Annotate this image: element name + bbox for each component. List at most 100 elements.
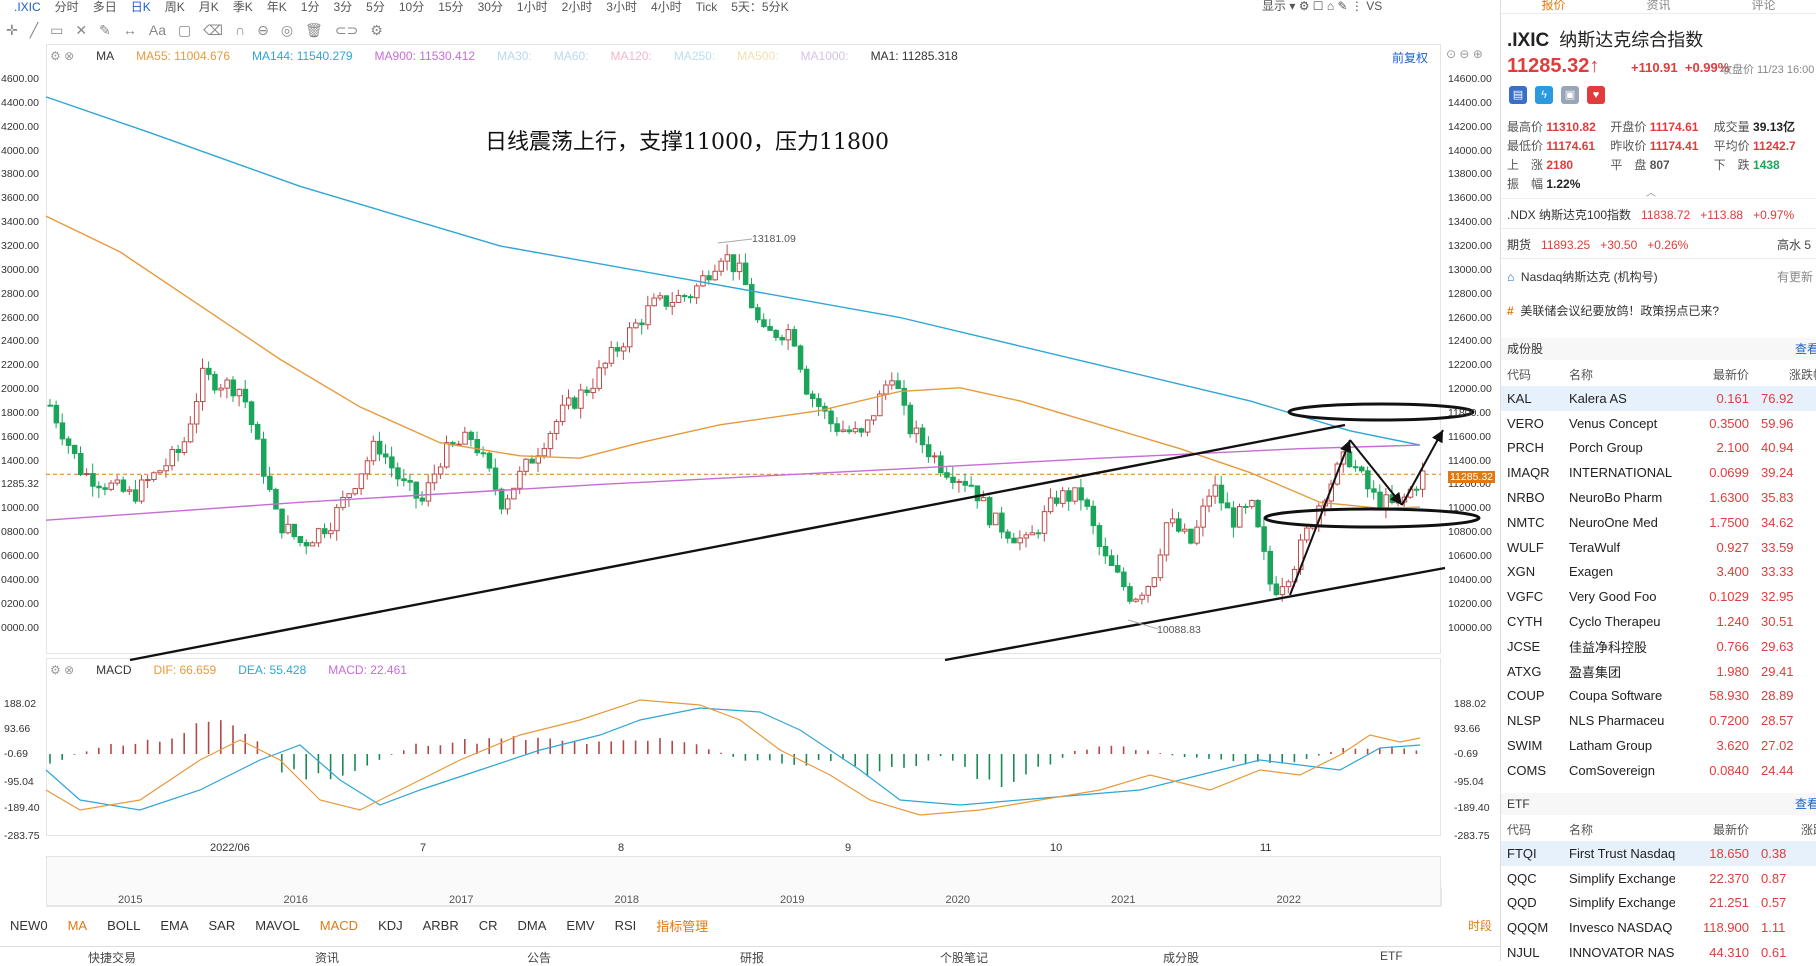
column-header[interactable]: 涨跌 [1800, 822, 1816, 837]
macd-panel[interactable] [46, 658, 1441, 836]
period-tab[interactable]: 日K [130, 0, 151, 14]
bottom-tab[interactable]: 资讯 [315, 951, 340, 965]
candlestick-panel[interactable] [46, 44, 1441, 654]
bottom-tab[interactable]: ETF [1380, 949, 1403, 963]
lock-icon[interactable]: ⊖ [257, 21, 269, 38]
lightning-icon[interactable]: ϟ [1535, 86, 1553, 104]
ndx-row[interactable]: .NDX 纳斯达克100指数 11838.72 +113.88 +0.97% [1507, 206, 1794, 223]
column-header[interactable]: 名称 [1569, 822, 1594, 837]
link-icon[interactable]: ⊂⊃ [334, 21, 359, 38]
table-row[interactable]: XGN Exagen 3.400 33.33 [1501, 560, 1816, 585]
text-tool-icon[interactable]: Aa [148, 22, 166, 38]
table-row[interactable]: NMTC NeuroOne Med 1.7500 34.62 [1501, 510, 1816, 535]
trend-drawings[interactable] [129, 402, 1481, 662]
gear-icon[interactable]: ⚙ ⊗ [50, 663, 75, 677]
magnet-icon[interactable]: ∩ [235, 22, 246, 38]
etf-more[interactable]: 查看 [1794, 797, 1816, 811]
comment-tool-icon[interactable]: ▢ [178, 21, 192, 38]
table-row[interactable]: ATXG 盈喜集团 1.980 29.41 [1501, 659, 1816, 684]
arrow-tool-icon[interactable]: ↔ [122, 22, 137, 38]
indicator-tab[interactable]: NEW0 [10, 917, 48, 933]
period-tab[interactable]: Tick [695, 0, 718, 14]
column-header[interactable]: 代码 [1507, 367, 1532, 382]
table-row[interactable]: IMAQR INTERNATIONAL 0.0699 39.24 [1501, 460, 1816, 485]
annotation-text[interactable]: 日线震荡上行，支撑11000，压力11800 [485, 130, 889, 155]
indicator-tab[interactable]: KDJ [378, 917, 403, 933]
collapse-icon[interactable]: ︿ [1646, 188, 1656, 199]
doc-icon[interactable]: ▣ [1561, 86, 1579, 104]
indicator-tab[interactable]: EMV [566, 917, 595, 933]
indicator-tab[interactable]: MA [67, 917, 88, 933]
news-title[interactable]: 美联储会议纪要放鸽！政策拐点已来? [1520, 304, 1720, 318]
overview-navigator[interactable] [46, 856, 1441, 906]
period-tab[interactable]: 1分 [300, 0, 320, 14]
period-tab[interactable]: 4小时 [650, 0, 682, 14]
table-row[interactable]: SWIM Latham Group 3.620 27.02 [1501, 733, 1816, 758]
bottom-tab[interactable]: 成分股 [1163, 951, 1200, 965]
table-row[interactable]: KAL Kalera AS 0.161 76.92 [1501, 386, 1816, 411]
indicator-tab[interactable]: CR [478, 917, 498, 933]
period-tab[interactable]: 多日 [92, 0, 117, 14]
crosshair-icon[interactable]: ✛ [6, 21, 18, 38]
institution-row[interactable]: ⌂ Nasdaq纳斯达克 (机构号) 有更新 [1507, 268, 1813, 285]
indicator-tab[interactable]: MACD [319, 917, 359, 933]
shape-tool-icon[interactable]: ▭ [50, 21, 64, 38]
period-tab[interactable]: 年K [266, 0, 287, 14]
ma-label[interactable]: MA [96, 49, 115, 63]
table-row[interactable]: QQD Simplify Exchange 21.251 0.57 [1501, 891, 1816, 916]
table-row[interactable]: JCSE 佳益净科控股 0.766 29.63 [1501, 634, 1816, 659]
vs-button[interactable]: VS [1366, 0, 1383, 13]
display-menu[interactable]: 显示 ▾ ⚙ ☐ ⌂ ✎ ⋮ VS [1262, 0, 1383, 13]
flag-icon[interactable]: ▤ [1509, 86, 1527, 104]
table-row[interactable]: COMS ComSovereign 0.0840 24.44 [1501, 758, 1816, 783]
fib-tool-icon[interactable]: ✕ [75, 21, 88, 38]
table-row[interactable]: VGFC Very Good Foo 0.1029 32.95 [1501, 584, 1816, 609]
eye-icon[interactable]: ◎ [280, 21, 294, 38]
time-period-button[interactable]: 时段 [1468, 919, 1493, 933]
quote-tab[interactable]: 报价 [1541, 0, 1566, 12]
column-header[interactable]: 最新价 [1712, 367, 1749, 382]
inst-more[interactable]: 有更新 [1777, 270, 1814, 284]
heart-icon[interactable]: ♥ [1587, 86, 1605, 104]
table-row[interactable]: COUP Coupa Software 58.930 28.89 [1501, 684, 1816, 709]
table-row[interactable]: PRCH Porch Group 2.100 40.94 [1501, 436, 1816, 461]
period-tab[interactable]: 2小时 [561, 0, 593, 14]
indicator-tab[interactable]: ARBR [422, 917, 459, 933]
indicator-manage-button[interactable]: 指标管理 [656, 918, 709, 934]
period-tab[interactable]: 分时 [54, 0, 79, 14]
bottom-tab[interactable]: 快捷交易 [88, 951, 137, 965]
bottom-tab[interactable]: 个股笔记 [940, 951, 989, 965]
indicator-tab[interactable]: RSI [614, 917, 637, 933]
display-label[interactable]: 显示 [1262, 0, 1287, 13]
bottom-tab[interactable]: 研报 [740, 951, 765, 965]
line-tool-icon[interactable]: ╱ [29, 21, 39, 38]
period-tab[interactable]: 月K [198, 0, 219, 14]
table-row[interactable]: VERO Venus Concept 0.3500 59.96 [1501, 411, 1816, 436]
period-tab[interactable]: 10分 [398, 0, 425, 14]
settings-icon[interactable]: ⚙ [370, 21, 383, 38]
table-row[interactable]: NJUL INNOVATOR NAS 44.310 0.61 [1501, 940, 1816, 961]
table-row[interactable]: FTQI First Trust Nasdaq 18.650 0.38 [1501, 841, 1816, 866]
quote-tab[interactable]: 资讯 [1646, 0, 1671, 12]
indicator-tab[interactable]: DMA [517, 917, 547, 933]
news-row[interactable]: # 美联储会议纪要放鸽！政策拐点已来? [1507, 302, 1719, 319]
zoom-icons[interactable]: ⊙ ⊖ ⊕ [1446, 47, 1483, 61]
quote-tab[interactable]: 评论 [1751, 0, 1776, 12]
period-tab[interactable]: 季K [232, 0, 253, 14]
futures-row[interactable]: 期货 11893.25 +30.50 +0.26% 高水 5 [1507, 236, 1811, 253]
bottom-tab[interactable]: 公告 [527, 951, 552, 965]
column-header[interactable]: 名称 [1569, 367, 1594, 382]
indicator-tab[interactable]: MAVOL [255, 917, 300, 933]
period-tab[interactable]: 3分 [333, 0, 353, 14]
components-more[interactable]: 查看 [1794, 342, 1816, 356]
column-header[interactable]: 涨跌幅 [1788, 367, 1816, 382]
table-row[interactable]: CYTH Cyclo Therapeu 1.240 30.51 [1501, 609, 1816, 634]
trash-icon[interactable]: 🗑 [305, 21, 323, 38]
indicator-tab[interactable]: BOLL [107, 917, 141, 933]
adjust-button[interactable]: 前复权 [1392, 51, 1429, 65]
column-header[interactable]: 最新价 [1712, 822, 1749, 837]
period-tab[interactable]: 30分 [477, 0, 503, 14]
period-tab[interactable]: 5分 [366, 0, 385, 14]
table-row[interactable]: WULF TeraWulf 0.927 33.59 [1501, 535, 1816, 560]
table-row[interactable]: NLSP NLS Pharmaceu 0.7200 28.57 [1501, 708, 1816, 733]
